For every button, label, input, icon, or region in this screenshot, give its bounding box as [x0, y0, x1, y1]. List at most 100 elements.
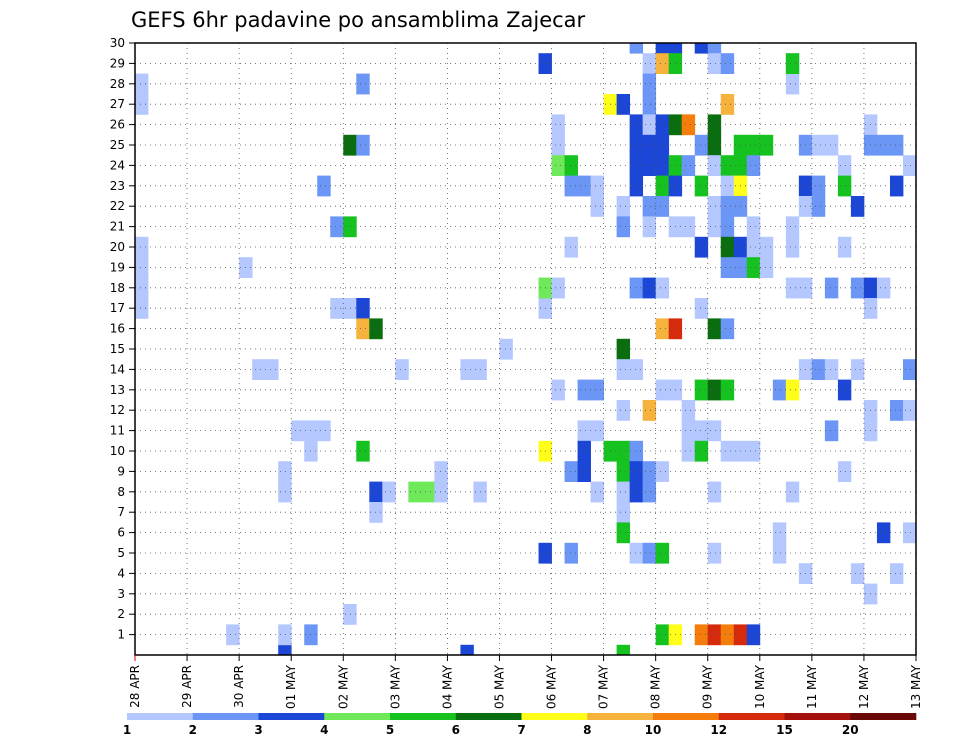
- heatmap-cell: [616, 216, 631, 238]
- heatmap-cell: [889, 175, 904, 197]
- colorbar-label: 3: [254, 723, 262, 737]
- heatmap-cell: [629, 440, 644, 462]
- heatmap-cell: [655, 624, 670, 646]
- heatmap-cell: [707, 542, 722, 564]
- heatmap-cell: [135, 277, 149, 299]
- heatmap-cell: [642, 196, 657, 217]
- heatmap-cell: [642, 134, 657, 156]
- colorbar-segment: [324, 713, 391, 720]
- heatmap-cell: [642, 94, 657, 115]
- heatmap-cell: [889, 563, 904, 584]
- heatmap-cell: [343, 216, 357, 238]
- heatmap-cell: [616, 94, 631, 115]
- heatmap-cell: [577, 420, 591, 442]
- y-tick-label: 14: [110, 362, 125, 376]
- y-tick-label: 23: [110, 179, 125, 193]
- heatmap-cell: [746, 216, 761, 238]
- heatmap-cell: [330, 298, 344, 319]
- heatmap-cell: [720, 175, 735, 197]
- colorbar-label: 12: [710, 723, 727, 737]
- heatmap-cell: [369, 318, 383, 340]
- y-tick-label: 18: [110, 281, 125, 295]
- heatmap-cell: [720, 318, 735, 340]
- heatmap-cell: [772, 379, 787, 401]
- heatmap-cell: [837, 236, 852, 258]
- heatmap-cell: [681, 420, 696, 442]
- heatmap-cell: [681, 440, 696, 462]
- heatmap-cell: [642, 216, 657, 238]
- heatmap-cell: [629, 277, 644, 299]
- heatmap-cell: [720, 94, 735, 115]
- heatmap-cell: [629, 481, 644, 503]
- heatmap-cell: [564, 542, 578, 564]
- heatmap-cell: [785, 236, 800, 258]
- heatmap-cell: [135, 94, 149, 115]
- colorbar-segment: [850, 713, 917, 720]
- heatmap-cell: [356, 298, 370, 319]
- heatmap-cell: [694, 420, 709, 442]
- heatmap-cell: [616, 502, 631, 523]
- heatmap-cell: [434, 461, 448, 482]
- heatmap-cell: [564, 236, 578, 258]
- heatmap-cell: [642, 53, 657, 74]
- heatmap-cell: [655, 53, 670, 74]
- x-tick-label: 09 MAY: [701, 664, 715, 709]
- heatmap-cell: [616, 481, 631, 503]
- colorbar-segment: [653, 713, 720, 720]
- heatmap-cell: [629, 461, 644, 482]
- y-tick-label: 8: [117, 485, 125, 499]
- heatmap-cell: [759, 236, 774, 258]
- heatmap-cell: [629, 134, 644, 156]
- heatmap-cell: [707, 114, 722, 136]
- heatmap-cell: [590, 481, 604, 503]
- heatmap-cell: [720, 53, 735, 74]
- x-tick-label: 28 APR: [128, 665, 142, 708]
- heatmap-cell: [642, 114, 657, 136]
- heatmap-cell: [655, 43, 670, 54]
- x-tick-label: 29 APR: [180, 665, 194, 708]
- heatmap-cell: [707, 216, 722, 238]
- heatmap-cell: [655, 196, 670, 217]
- heatmap-cell: [616, 461, 631, 482]
- heatmap-cell: [772, 542, 787, 564]
- heatmap-cell: [655, 379, 670, 401]
- heatmap-cell: [707, 420, 722, 442]
- heatmap-cell: [655, 155, 670, 176]
- heatmap-cell: [694, 624, 709, 646]
- heatmap-cell: [577, 461, 591, 482]
- heatmap-cell: [629, 542, 644, 564]
- grid-lines: [135, 42, 916, 655]
- heatmap-cell: [811, 134, 826, 156]
- heatmap-cell: [642, 542, 657, 564]
- heatmap-cell: [902, 359, 917, 380]
- heatmap-cell: [642, 400, 657, 421]
- heatmap-cell: [421, 481, 435, 503]
- heatmap-cell: [785, 216, 800, 238]
- y-tick-label: 10: [110, 444, 125, 458]
- heatmap-cell: [720, 236, 735, 258]
- heatmap-cell: [291, 420, 305, 442]
- colorbar-segment: [784, 713, 851, 720]
- heatmap-cell: [681, 400, 696, 421]
- x-tick-label: 08 MAY: [649, 664, 663, 709]
- heatmap-cell: [707, 481, 722, 503]
- heatmap-cell: [356, 440, 370, 462]
- heatmap-cell: [642, 155, 657, 176]
- heatmap-cell: [720, 155, 735, 176]
- x-tick-label: 05 MAY: [492, 664, 506, 709]
- heatmap-cell: [655, 277, 670, 299]
- heatmap-cell: [850, 359, 865, 380]
- heatmap-cell: [460, 359, 474, 380]
- heatmap-cell: [720, 379, 735, 401]
- colorbar-label: 7: [517, 723, 525, 737]
- heatmap-cell: [746, 134, 761, 156]
- heatmap-cell: [577, 379, 591, 401]
- heatmap-cell: [746, 624, 761, 646]
- heatmap-cell: [642, 481, 657, 503]
- heatmap-cell: [720, 257, 735, 278]
- heatmap-cell: [785, 277, 800, 299]
- heatmap-cell: [460, 644, 474, 656]
- x-tick-label: 11 MAY: [805, 664, 819, 709]
- heatmap-cell: [707, 155, 722, 176]
- heatmap-cell: [226, 624, 240, 646]
